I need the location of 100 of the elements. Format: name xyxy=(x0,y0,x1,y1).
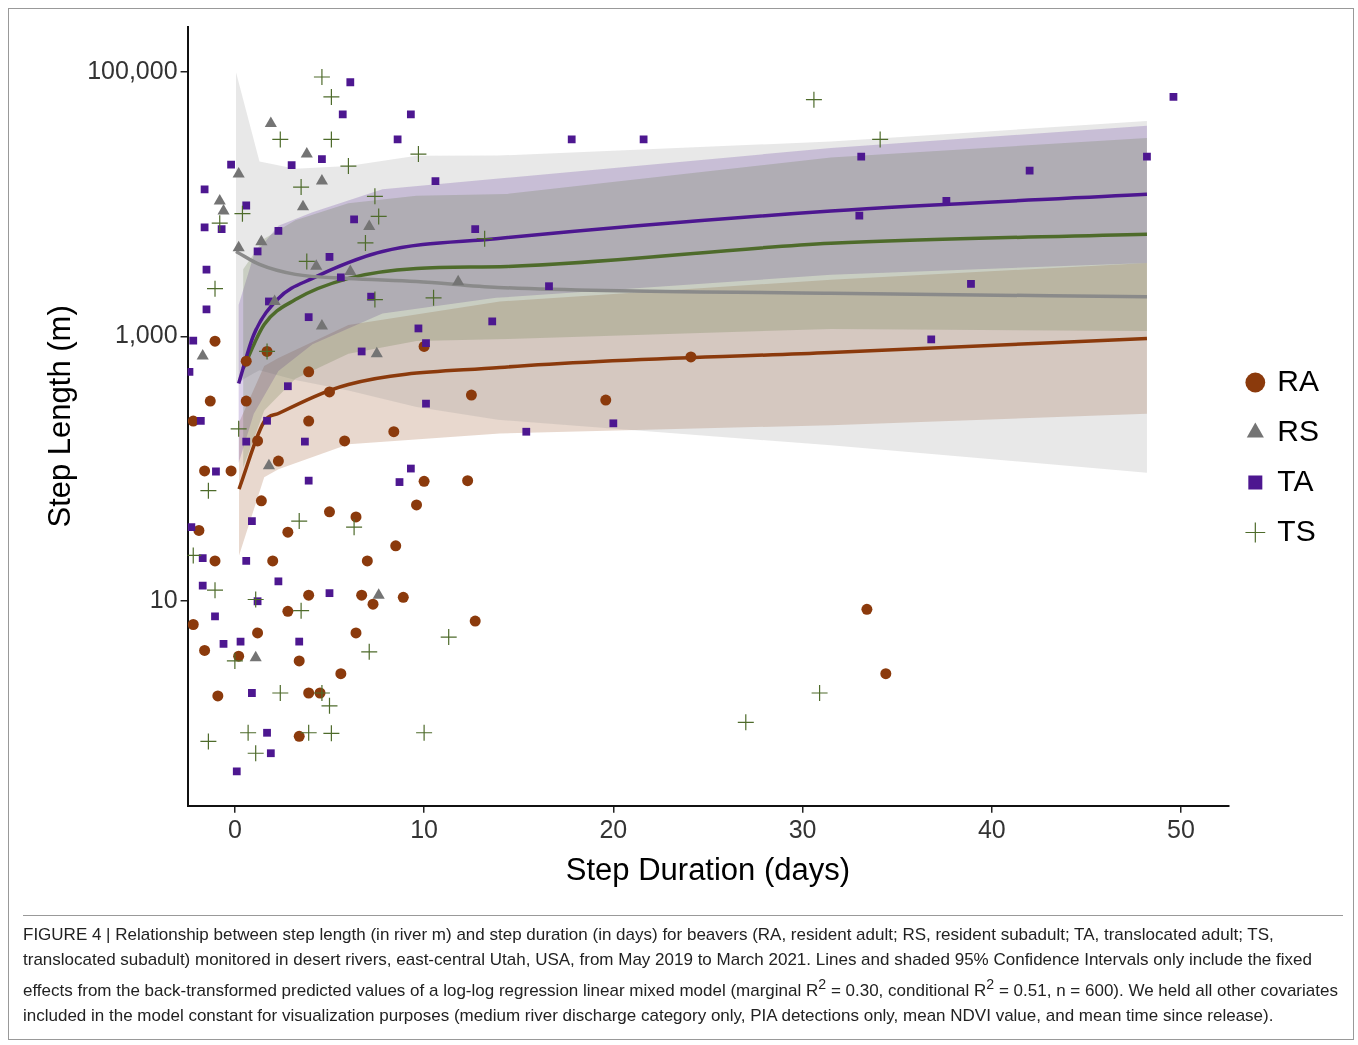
point xyxy=(252,435,264,447)
point xyxy=(292,602,310,620)
point xyxy=(345,518,363,536)
point xyxy=(339,157,358,175)
x-tick-label: 20 xyxy=(599,814,628,843)
point xyxy=(415,724,433,742)
point xyxy=(322,724,340,742)
point xyxy=(225,465,237,477)
point xyxy=(199,465,211,477)
point xyxy=(267,555,279,567)
point xyxy=(424,289,443,307)
point xyxy=(310,259,323,270)
point xyxy=(465,389,477,401)
point xyxy=(303,589,315,601)
point xyxy=(322,88,340,106)
y-tick-label: 1,000 xyxy=(115,320,178,349)
point xyxy=(363,219,376,230)
point xyxy=(476,230,494,248)
point xyxy=(226,652,244,670)
point xyxy=(240,355,252,367)
line-series xyxy=(237,336,1149,491)
point xyxy=(335,668,347,680)
y-tick-label: 10 xyxy=(149,584,178,613)
point xyxy=(313,68,331,86)
point xyxy=(196,349,209,360)
point xyxy=(239,724,257,742)
point xyxy=(282,605,294,617)
point xyxy=(204,395,216,407)
point xyxy=(217,204,230,215)
x-tick-label: 10 xyxy=(410,814,439,843)
point xyxy=(199,482,217,500)
point xyxy=(296,199,310,211)
point xyxy=(293,655,305,667)
x-tick-label: 30 xyxy=(788,814,817,843)
point xyxy=(350,627,362,639)
point xyxy=(356,589,368,601)
point xyxy=(211,214,229,232)
point xyxy=(737,713,755,731)
point xyxy=(418,475,430,487)
point xyxy=(199,732,217,751)
point xyxy=(323,506,335,518)
point xyxy=(232,240,245,252)
point xyxy=(390,540,402,552)
point xyxy=(300,147,313,158)
x-axis-title: Step Duration (days) xyxy=(565,851,851,887)
point xyxy=(230,420,248,438)
point xyxy=(272,455,284,467)
legend-label: RA xyxy=(1277,363,1320,397)
point xyxy=(303,687,315,699)
point xyxy=(871,130,889,149)
point xyxy=(271,684,289,702)
point xyxy=(323,386,335,398)
point xyxy=(397,591,409,603)
point xyxy=(199,644,211,656)
point xyxy=(303,415,315,427)
point xyxy=(388,426,400,438)
point xyxy=(290,512,308,530)
point xyxy=(411,499,423,511)
x-tick-label: 0 xyxy=(227,814,242,843)
point xyxy=(409,145,428,163)
point xyxy=(252,627,264,639)
line-series xyxy=(236,192,1149,386)
point xyxy=(313,684,331,702)
point xyxy=(209,555,221,567)
point xyxy=(300,724,318,742)
point xyxy=(805,91,823,109)
point xyxy=(262,458,275,470)
y-axis-title: Step Length (m) xyxy=(42,305,78,528)
point xyxy=(356,234,375,252)
point xyxy=(880,668,892,680)
point xyxy=(861,603,873,615)
point xyxy=(271,130,289,149)
point xyxy=(462,475,474,487)
point xyxy=(206,280,224,298)
point xyxy=(258,342,276,361)
caption: FIGURE 4 | Relationship between step length (in river m) and step duration (in days) for beavers (RA, resident adult; RS, resident subadult; TA, translocated adult; TS, translocated subadult) monitored in desert rivers, east-central Utah, USA, from May 2019 to March 2021. Lines and shaded 95% Confidence Intervals only include the fixed effects from the back-transformed predicted values of a log-log regression linear mixed model (marginal R$^{2}$ = 0.30, conditional R$^{2}$ = 0.51, n = 600). We held all other covariates included in the model constant for visualization purposes (medium river discharge category only, PIA detections only, mean NDVI value, and mean time since release). xyxy=(23,924,1339,1027)
point xyxy=(361,555,373,567)
legend-label: RS xyxy=(1277,413,1320,447)
point xyxy=(322,130,340,149)
point xyxy=(685,351,697,363)
point xyxy=(209,335,221,347)
point xyxy=(360,643,378,661)
point xyxy=(366,187,384,205)
point xyxy=(367,598,379,610)
point xyxy=(232,166,245,178)
point xyxy=(264,116,277,127)
point xyxy=(339,435,351,447)
legend-label: TS xyxy=(1277,513,1316,547)
point xyxy=(600,394,612,406)
point xyxy=(315,318,328,330)
point xyxy=(293,730,305,742)
point xyxy=(292,178,310,196)
point xyxy=(268,294,281,305)
point xyxy=(344,264,357,276)
point xyxy=(212,690,224,702)
point xyxy=(370,207,388,226)
point xyxy=(452,274,465,286)
point xyxy=(255,495,267,507)
legend-label: TA xyxy=(1277,463,1314,497)
point xyxy=(193,524,205,536)
